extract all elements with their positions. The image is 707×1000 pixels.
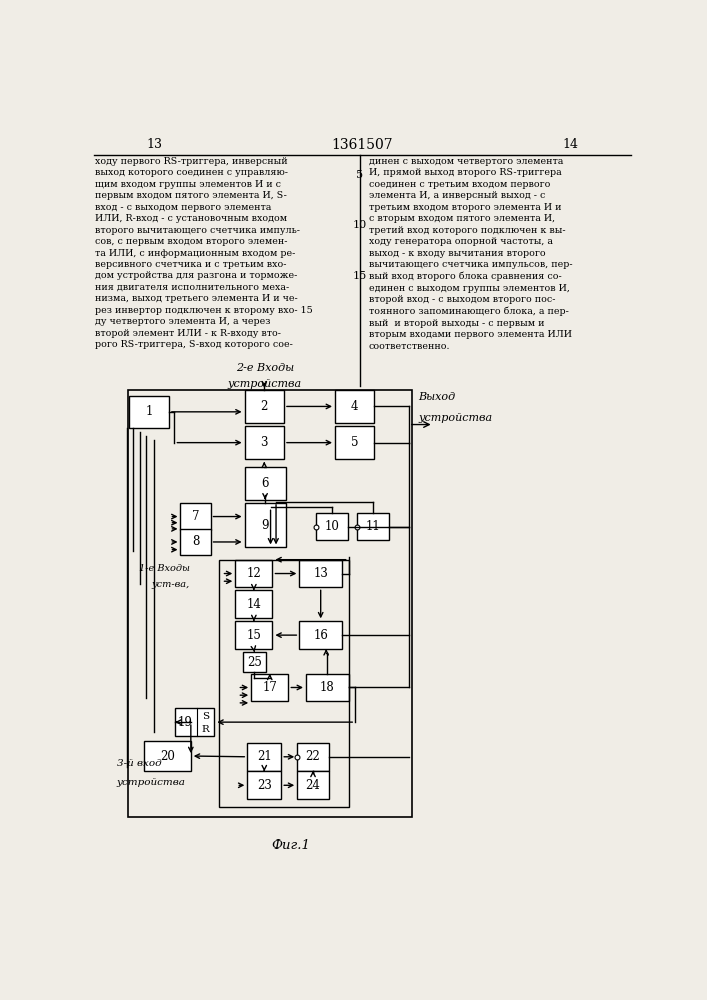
- Text: Фиг.1: Фиг.1: [271, 839, 310, 852]
- Text: 13: 13: [146, 138, 162, 151]
- Bar: [245, 467, 286, 500]
- Bar: [235, 621, 272, 649]
- Bar: [245, 426, 284, 459]
- Text: 9: 9: [262, 519, 269, 532]
- Bar: [335, 390, 375, 423]
- Text: 2: 2: [261, 400, 268, 413]
- Text: 16: 16: [313, 629, 328, 642]
- Text: 25: 25: [247, 656, 262, 669]
- Text: 5: 5: [351, 436, 358, 449]
- Text: 18: 18: [320, 681, 334, 694]
- Text: устройства: устройства: [419, 413, 492, 423]
- Bar: [357, 513, 389, 540]
- Text: динен с выходом четвертого элемента
И, прямой выход второго RS-триггера
соединен: динен с выходом четвертого элемента И, п…: [369, 157, 573, 351]
- Text: Выход: Выход: [419, 392, 455, 402]
- Bar: [218, 560, 349, 807]
- Text: 22: 22: [305, 750, 320, 763]
- Text: S: S: [202, 712, 209, 721]
- Text: 1361507: 1361507: [332, 138, 393, 152]
- Bar: [243, 652, 266, 672]
- Bar: [299, 560, 342, 587]
- Bar: [180, 503, 211, 530]
- Bar: [335, 426, 375, 459]
- Bar: [297, 743, 329, 771]
- Text: устройства: устройства: [228, 379, 302, 389]
- Bar: [251, 674, 288, 701]
- Text: 10: 10: [353, 220, 367, 230]
- Bar: [299, 621, 342, 649]
- Text: 8: 8: [192, 535, 199, 548]
- Text: уст-ва,: уст-ва,: [151, 580, 189, 589]
- Bar: [144, 741, 191, 771]
- Text: 7: 7: [192, 510, 199, 523]
- Bar: [235, 590, 272, 618]
- Text: 14: 14: [563, 138, 578, 151]
- Text: 24: 24: [305, 779, 320, 792]
- Bar: [175, 708, 214, 736]
- Text: R: R: [201, 725, 209, 734]
- Bar: [129, 396, 169, 428]
- Text: 15: 15: [247, 629, 262, 642]
- Text: 11: 11: [366, 520, 380, 533]
- Text: ходу первого RS-триггера, инверсный
выход которого соединен с управляю-
щим вход: ходу первого RS-триггера, инверсный выхо…: [95, 157, 312, 349]
- Text: 1-е Входы: 1-е Входы: [139, 564, 189, 573]
- Text: 14: 14: [247, 598, 262, 611]
- Text: 4: 4: [351, 400, 358, 413]
- Text: 12: 12: [247, 567, 261, 580]
- Text: 6: 6: [262, 477, 269, 490]
- Text: 15: 15: [353, 271, 367, 281]
- Text: 5: 5: [356, 170, 363, 180]
- Text: 23: 23: [257, 779, 271, 792]
- Bar: [306, 674, 349, 701]
- Text: 17: 17: [262, 681, 277, 694]
- Text: 13: 13: [313, 567, 328, 580]
- Text: 10: 10: [325, 520, 339, 533]
- Text: 19: 19: [177, 716, 192, 729]
- Bar: [247, 771, 281, 799]
- Bar: [316, 513, 348, 540]
- Text: 3: 3: [260, 436, 268, 449]
- Bar: [235, 560, 272, 587]
- Text: 21: 21: [257, 750, 271, 763]
- Text: 3-й вход: 3-й вход: [117, 759, 162, 768]
- Bar: [297, 771, 329, 799]
- Bar: [180, 529, 211, 555]
- Bar: [128, 389, 411, 817]
- Text: 1: 1: [146, 405, 153, 418]
- Text: 2-е Входы: 2-е Входы: [235, 363, 294, 373]
- Bar: [247, 743, 281, 771]
- Text: устройства: устройства: [117, 778, 186, 787]
- Bar: [245, 503, 286, 547]
- Bar: [245, 390, 284, 423]
- Text: 20: 20: [160, 750, 175, 763]
